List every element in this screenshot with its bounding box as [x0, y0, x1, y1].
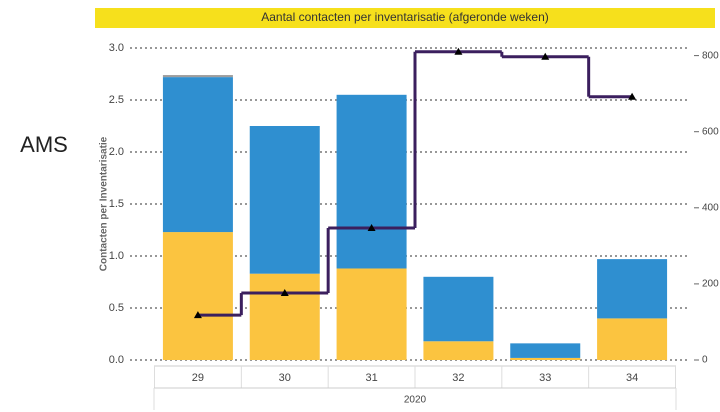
- y-axis-label: Contacten per Inventarisatie: [99, 136, 110, 271]
- y-tick-label: 1.0: [109, 250, 124, 262]
- bar-segment: [162, 232, 233, 360]
- x-group-label: 2020: [404, 395, 427, 406]
- bar-segment: [249, 273, 320, 360]
- chart-title: Aantal contacten per inventarisatie (afg…: [261, 10, 549, 24]
- bar-segment: [423, 276, 494, 342]
- bar-segment: [423, 341, 494, 360]
- x-tick-label: 31: [365, 372, 377, 384]
- y-tick-label: 0.5: [109, 302, 124, 314]
- y-tick-label: 3.0: [109, 42, 124, 54]
- bar-segment: [336, 268, 407, 360]
- y-tick-label: 0.0: [109, 354, 124, 366]
- y2-tick-label: 400: [702, 202, 719, 213]
- x-tick-label: 30: [279, 372, 291, 384]
- line-marker: [541, 52, 550, 60]
- line-marker: [628, 92, 637, 100]
- x-tick-label: 33: [539, 372, 551, 384]
- bar-segment: [162, 75, 233, 78]
- y-tick-label: 2.5: [109, 94, 124, 106]
- bar-segment: [162, 77, 233, 233]
- x-tick-label: 32: [452, 372, 464, 384]
- y2-tick-label: 600: [702, 126, 719, 137]
- line-marker: [367, 223, 376, 231]
- side-label: AMS: [20, 132, 68, 157]
- line-marker: [454, 47, 463, 55]
- y2-tick-label: 200: [702, 279, 719, 290]
- bar-segment: [510, 357, 581, 360]
- bar-segment: [249, 126, 320, 274]
- x-tick-label: 29: [192, 372, 204, 384]
- bar-segment: [336, 94, 407, 269]
- bar-segment: [510, 343, 581, 358]
- y2-tick-label: 0: [702, 355, 708, 366]
- bar-segment: [597, 259, 668, 319]
- line-marker: [193, 311, 202, 319]
- line-marker: [280, 289, 289, 297]
- y-tick-label: 2.0: [109, 146, 124, 158]
- bar-segment: [597, 318, 668, 360]
- y2-tick-label: 800: [702, 50, 719, 61]
- x-tick-label: 34: [626, 372, 638, 384]
- y-tick-label: 1.5: [109, 198, 124, 210]
- title-bar: [95, 8, 715, 28]
